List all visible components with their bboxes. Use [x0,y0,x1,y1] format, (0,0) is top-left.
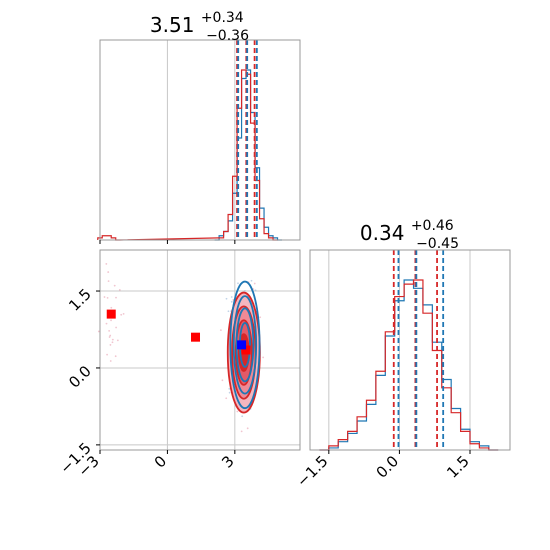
histogram-blue [319,279,499,451]
scatter-point [115,296,117,299]
scatter-point [228,387,231,390]
grid-lines-param2 [328,250,471,450]
x-tick-label: 0.0 [373,452,403,482]
scatter-point [108,336,111,338]
axes-frame-param2 [309,249,511,451]
title-lower-param1: −0.36 [206,28,249,44]
scatter-point [103,296,106,298]
x-tick-label: 3 [218,452,237,471]
scatter-point [97,330,100,333]
x-ticks-scatter: −3 0 3 [74,450,238,480]
histogram-red [319,279,499,451]
x-ticks-param1 [99,240,236,244]
marker-square [237,340,247,350]
scatter-point [109,360,112,362]
scatter-panel: −3 0 3 −1.50.01.5 [56,249,301,480]
grid-lines-scatter [99,250,300,450]
markers [106,309,251,355]
scatter-point [106,296,109,299]
scatter-point [118,289,121,291]
axes-frame-param1 [99,39,301,241]
scatter-point [219,329,222,331]
scatter-point [107,280,110,283]
quantile-lines-param1 [236,40,258,240]
title-param2: 0.34 +0.46 −0.45 [360,211,460,252]
scatter-point [254,289,257,292]
scatter-point [225,297,228,300]
scatter-point [108,330,111,332]
y-tick-label: 0.0 [65,362,95,392]
quantile-lines-param2 [392,250,445,450]
x-tick-label: −1.5 [293,452,331,490]
scatter-point [262,356,265,359]
title-upper-param2: +0.46 [411,218,454,234]
scatter-point [111,341,114,344]
contour-blue [235,307,255,383]
scatter-point [227,310,230,313]
scatter-point [111,338,114,341]
histogram-panel-param2: −1.5 0.0 1.5 0.34 +0.46 −0.45 [293,211,511,491]
scatter-point [105,322,108,325]
x-tick-label: 1.5 [443,452,473,482]
scatter-point [107,271,110,273]
scatter-point [259,316,262,319]
histogram-bars-param2 [319,279,499,451]
scatter-point [228,391,231,394]
contour-blue [232,295,258,395]
scatter-point [113,284,116,287]
scatter-point [105,263,108,265]
scatter-point [246,427,249,430]
title-value-param1: 3.51 [150,13,195,37]
scatter-point [236,410,239,413]
scatter-point [110,306,113,309]
scatter-point [114,355,117,358]
scatter-point [230,296,233,298]
scatter-point [237,282,239,285]
scatter-point [106,353,108,356]
scatter-point [221,379,224,382]
title-param1: 3.51 +0.34 −0.36 [150,3,250,44]
histogram-red [97,69,278,241]
scatter-point [240,430,243,433]
title-upper-param1: +0.34 [201,10,244,26]
scatter-point [122,312,125,315]
histogram-bars-param1 [97,69,283,241]
scatter-point [109,334,112,337]
histogram-blue [214,69,283,241]
scatter-point [225,397,228,400]
y-tick-label: 1.5 [65,285,95,315]
scatter-point [253,282,256,285]
contour-blue [229,280,261,410]
title-lower-param2: −0.45 [416,236,459,252]
title-value-param2: 0.34 [360,221,405,245]
scatter-point [230,300,233,303]
scatter-point [116,339,119,342]
axes-frame-scatter [99,249,301,451]
scatter-point [110,319,112,322]
x-tick-label: 0 [151,452,170,471]
scatter-point [250,279,253,282]
scatter-point [120,313,123,316]
scatter-point [115,326,118,329]
marker-square [191,332,201,342]
y-ticks-scatter: −1.50.01.5 [56,285,100,477]
scatter-point [244,289,246,292]
marker-square [106,309,116,319]
scatter-point [241,415,244,418]
scatter-point [109,344,112,346]
marker-square [241,345,251,355]
histogram-panel-param1: 3.51 +0.34 −0.36 [97,3,301,244]
x-ticks-param2: −1.5 0.0 1.5 [293,450,473,491]
grid-lines-param1 [99,40,236,240]
